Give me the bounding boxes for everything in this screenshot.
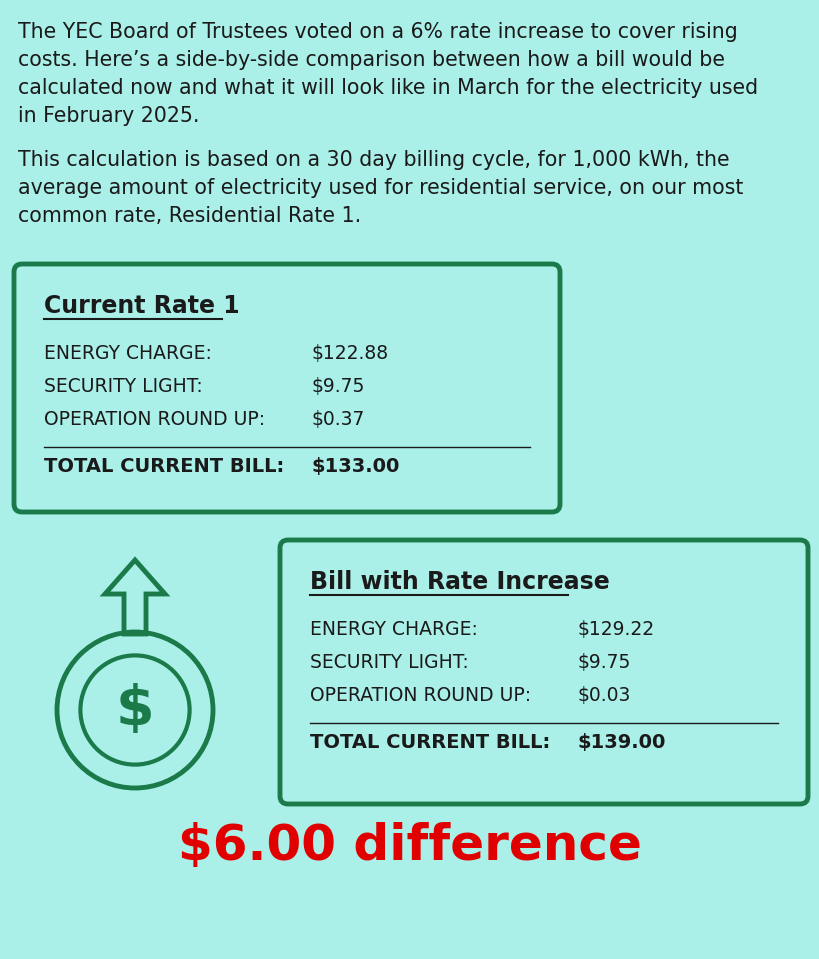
Text: $: $ (115, 683, 154, 737)
Text: SECURITY LIGHT:: SECURITY LIGHT: (44, 377, 202, 396)
Text: $6.00 difference: $6.00 difference (178, 822, 641, 870)
Text: costs. Here’s a side-by-side comparison between how a bill would be: costs. Here’s a side-by-side comparison … (18, 50, 724, 70)
FancyBboxPatch shape (14, 264, 559, 512)
Text: SECURITY LIGHT:: SECURITY LIGHT: (310, 653, 468, 672)
Text: The YEC Board of Trustees voted on a 6% rate increase to cover rising: The YEC Board of Trustees voted on a 6% … (18, 22, 737, 42)
Text: ENERGY CHARGE:: ENERGY CHARGE: (310, 620, 477, 639)
Text: $9.75: $9.75 (311, 377, 365, 396)
Text: average amount of electricity used for residential service, on our most: average amount of electricity used for r… (18, 178, 743, 198)
Text: $129.22: $129.22 (577, 620, 654, 639)
Text: $9.75: $9.75 (577, 653, 631, 672)
Text: calculated now and what it will look like in March for the electricity used: calculated now and what it will look lik… (18, 78, 758, 98)
Text: This calculation is based on a 30 day billing cycle, for 1,000 kWh, the: This calculation is based on a 30 day bi… (18, 150, 729, 170)
Text: Bill with Rate Increase: Bill with Rate Increase (310, 570, 609, 594)
Text: $122.88: $122.88 (311, 344, 389, 363)
Text: $133.00: $133.00 (311, 457, 400, 476)
Text: $0.37: $0.37 (311, 410, 365, 429)
Text: in February 2025.: in February 2025. (18, 106, 199, 126)
Text: OPERATION ROUND UP:: OPERATION ROUND UP: (44, 410, 265, 429)
Text: OPERATION ROUND UP:: OPERATION ROUND UP: (310, 686, 531, 705)
FancyBboxPatch shape (279, 540, 807, 804)
Text: $0.03: $0.03 (577, 686, 631, 705)
Text: Current Rate 1: Current Rate 1 (44, 294, 239, 318)
Text: $139.00: $139.00 (577, 733, 666, 752)
Text: common rate, Residential Rate 1.: common rate, Residential Rate 1. (18, 206, 361, 226)
Text: TOTAL CURRENT BILL:: TOTAL CURRENT BILL: (310, 733, 550, 752)
Text: ENERGY CHARGE:: ENERGY CHARGE: (44, 344, 211, 363)
Text: TOTAL CURRENT BILL:: TOTAL CURRENT BILL: (44, 457, 284, 476)
